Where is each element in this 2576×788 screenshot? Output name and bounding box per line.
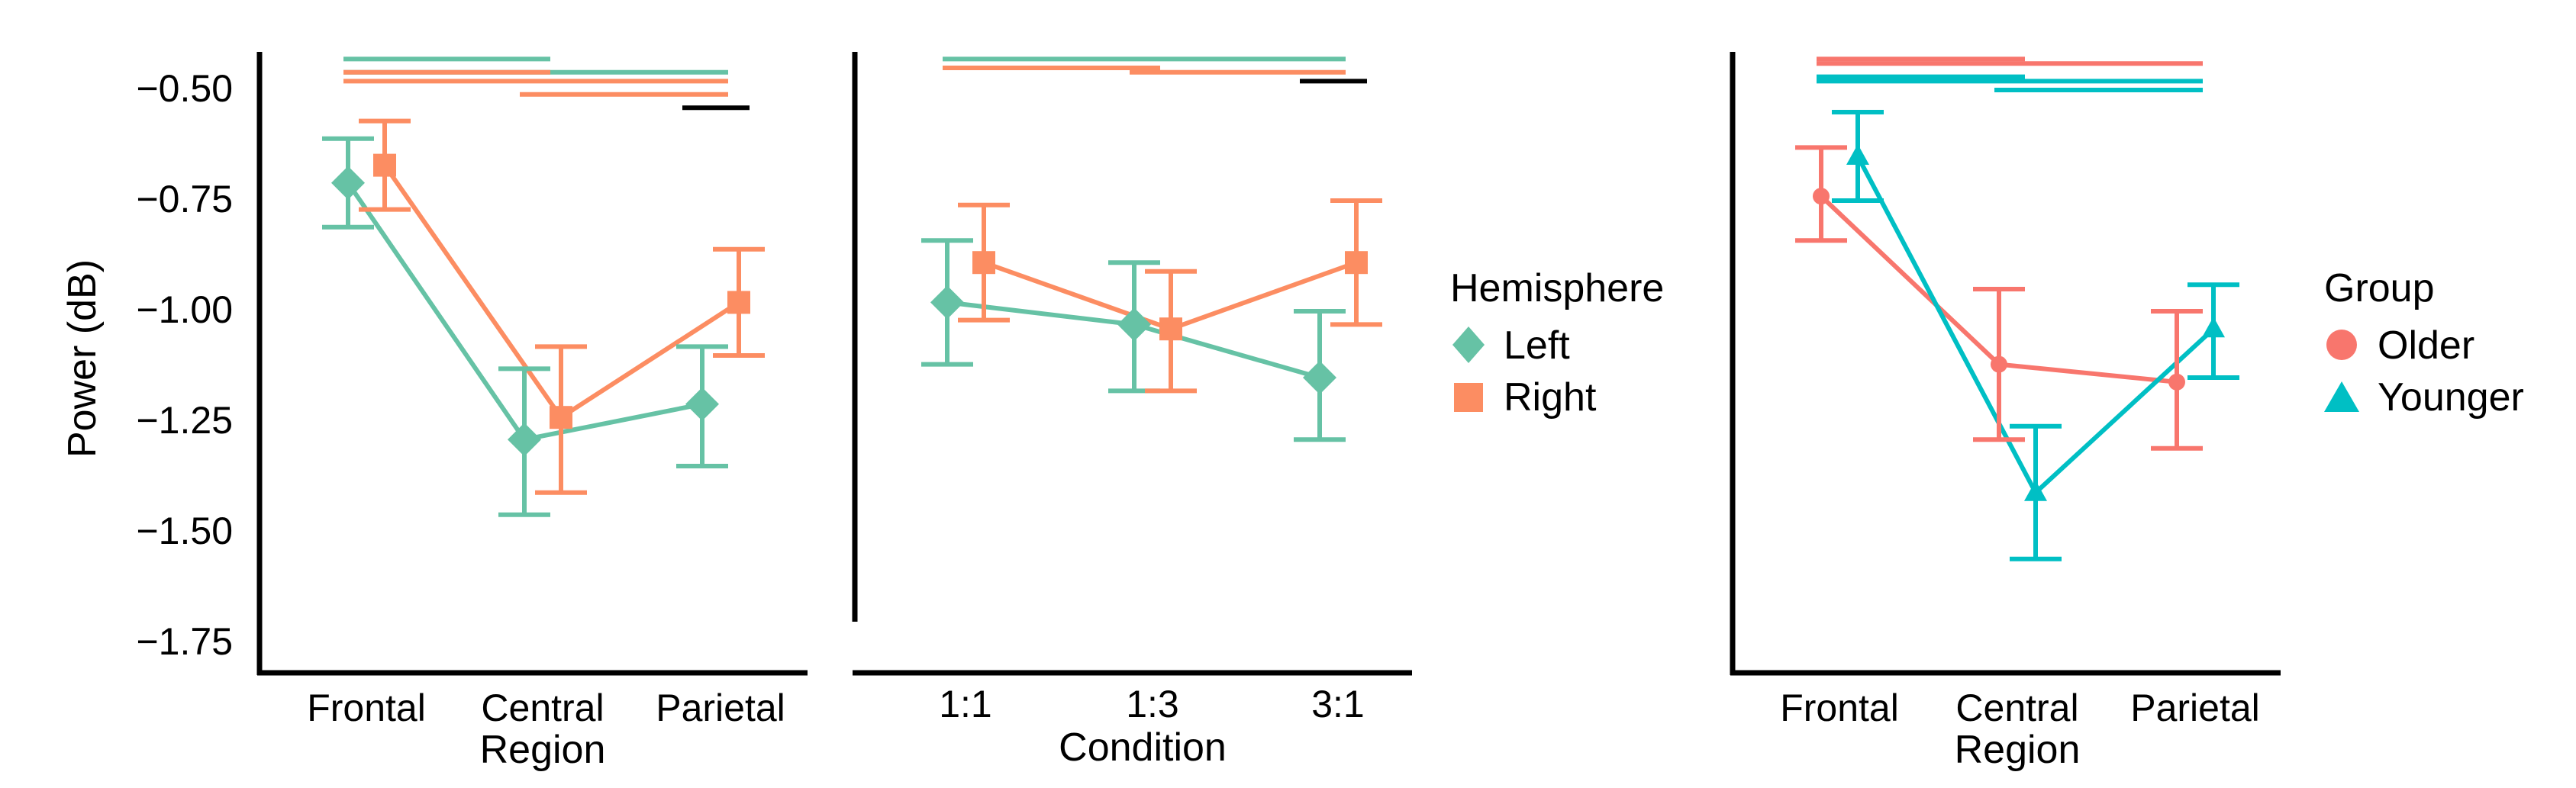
marker-triangle xyxy=(2024,480,2047,501)
x-tick-label-1-1: 1:1 xyxy=(939,683,992,725)
x-tick-label-3-1: 3:1 xyxy=(1311,683,1365,725)
y-tick-label: −1.25 xyxy=(136,399,233,442)
x-tick-label-central: Central xyxy=(1955,687,2078,729)
marker-square xyxy=(550,406,572,429)
marker-diamond xyxy=(685,387,719,421)
x-tick-label-central: Central xyxy=(481,687,604,729)
x-axis-title: Region xyxy=(1955,728,2081,772)
marker-circle xyxy=(1991,355,2007,373)
x-axis-title: Condition xyxy=(1059,725,1227,770)
series xyxy=(322,118,765,517)
x-axis-title: Region xyxy=(480,728,606,772)
marker-diamond xyxy=(508,423,541,457)
marker-diamond xyxy=(930,285,964,320)
y-tick-label: −1.75 xyxy=(136,620,233,663)
legend-title: Group xyxy=(2324,266,2435,310)
marker-square xyxy=(1345,251,1368,275)
legend-title: Hemisphere xyxy=(1450,266,1664,310)
y-tick-labels: −0.50 −0.75 −1.00 −1.25 −1.50 −1.75 xyxy=(136,67,233,663)
y-axis-title: Power (dB) xyxy=(60,259,105,458)
x-tick-label-parietal: Parietal xyxy=(656,687,785,729)
legend-marker-diamond-icon xyxy=(1452,326,1485,363)
legend-label-right: Right xyxy=(1504,375,1597,420)
marker-square xyxy=(1159,317,1182,341)
x-tick-label-parietal: Parietal xyxy=(2130,687,2260,729)
legend-marker-square-icon xyxy=(1454,383,1483,412)
y-tick-label: −1.50 xyxy=(136,510,233,552)
legend-marker-triangle-icon xyxy=(2324,381,2359,412)
panel-region-by-group: Frontal Central Parietal Region xyxy=(1730,52,2281,772)
significance-bars xyxy=(943,56,1367,84)
x-tick-label-1-3: 1:3 xyxy=(1126,683,1179,725)
legend-marker-circle-icon xyxy=(2326,330,2357,360)
x-tick-label-frontal: Frontal xyxy=(1780,687,1899,729)
marker-triangle xyxy=(1846,144,1869,165)
series xyxy=(1795,110,2239,561)
legend-label-younger: Younger xyxy=(2378,375,2524,420)
legend-hemisphere: Hemisphere Left Right xyxy=(1450,266,1664,420)
significance-bars xyxy=(343,56,750,111)
y-tick-label: −1.00 xyxy=(136,288,233,331)
y-tick-label: −0.75 xyxy=(136,178,233,220)
legend-group: Group Older Younger xyxy=(2324,266,2524,420)
marker-diamond xyxy=(1303,361,1336,394)
marker-square xyxy=(972,251,995,275)
marker-square xyxy=(727,291,750,314)
series xyxy=(921,198,1382,442)
marker-triangle xyxy=(2202,317,2225,338)
panel-region-by-hemisphere: Frontal Central Parietal Region xyxy=(256,52,808,772)
legend-label-left: Left xyxy=(1504,323,1570,368)
marker-square xyxy=(373,153,396,177)
significance-bars xyxy=(1817,56,2203,92)
panel-condition-by-hemisphere: 1:1 1:3 3:1 Condition xyxy=(852,52,1412,770)
x-tick-label-frontal: Frontal xyxy=(307,687,426,729)
marker-diamond xyxy=(331,166,365,200)
marker-circle xyxy=(1813,188,1830,205)
legend-label-older: Older xyxy=(2378,323,2474,368)
marker-diamond xyxy=(1117,307,1151,342)
marker-circle xyxy=(2168,373,2185,391)
y-tick-label: −0.50 xyxy=(136,67,233,110)
